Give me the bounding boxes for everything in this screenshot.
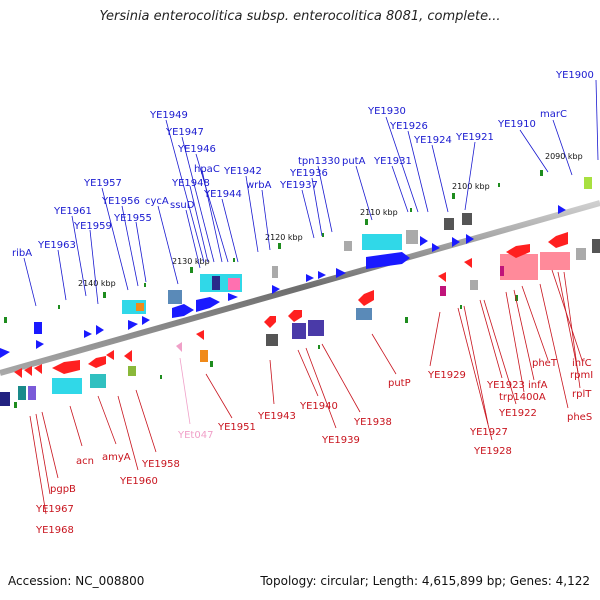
- forward-labels: YE1900 marC YE1910 YE1921 YE1924 YE1926 …: [12, 70, 599, 307]
- gene-label-YE1958[interactable]: YE1958: [141, 459, 180, 470]
- gene-label-YE1947[interactable]: YE1947: [165, 127, 204, 138]
- gene-label-YE1923[interactable]: YE1923: [486, 380, 525, 391]
- gene-label-pheS[interactable]: pheS: [567, 412, 592, 423]
- genome-summary-text: Topology: circular; Length: 4,615,899 bp…: [260, 574, 590, 588]
- gene-label-YEt047[interactable]: YEt047: [177, 430, 213, 441]
- gene-label-YE1926[interactable]: YE1926: [389, 121, 428, 132]
- gene-label-YE1910[interactable]: YE1910: [497, 119, 536, 130]
- gene-label-rplT[interactable]: rplT: [572, 389, 592, 400]
- gene-label-YE1955[interactable]: YE1955: [113, 213, 152, 224]
- tick-label: 2140 kbp: [78, 279, 116, 288]
- gene-label-YE1928[interactable]: YE1928: [473, 446, 512, 457]
- gene-label-YE1940[interactable]: YE1940: [299, 401, 338, 412]
- gene-label-ribA[interactable]: ribA: [12, 248, 32, 259]
- gene-label-YE1900[interactable]: YE1900: [555, 70, 594, 81]
- gene-label-acn[interactable]: acn: [76, 456, 94, 467]
- gene-label-YE1938[interactable]: YE1938: [353, 417, 392, 428]
- gene-label-YE1968[interactable]: YE1968: [35, 525, 74, 536]
- gene-label-YE1960[interactable]: YE1960: [119, 476, 158, 487]
- gene-label-wrbA[interactable]: wrbA: [246, 180, 272, 191]
- gene-label-YE1959[interactable]: YE1959: [73, 221, 112, 232]
- map-title: Yersinia enterocolitica subsp. enterocol…: [99, 9, 501, 24]
- genome-backbone: [0, 200, 600, 376]
- gene-label-YE1937[interactable]: YE1937: [279, 180, 318, 191]
- gene-label-hpaC[interactable]: hpaC: [194, 164, 220, 175]
- gene-label-trp1400A[interactable]: trp1400A: [499, 392, 546, 403]
- gene-label-ssuD[interactable]: ssuD: [170, 200, 195, 211]
- gene-label-tpn1330[interactable]: tpn1330: [298, 156, 340, 167]
- reverse-labels: infC rpmI rplT pheS pheT infA trp1400A Y…: [29, 269, 593, 536]
- gene-label-YE1956[interactable]: YE1956: [101, 196, 140, 207]
- gene-label-YE1924[interactable]: YE1924: [413, 135, 452, 146]
- gene-label-pgpB[interactable]: pgpB: [50, 484, 76, 495]
- gene-label-marC[interactable]: marC: [540, 109, 567, 120]
- gene-label-YE1922[interactable]: YE1922: [498, 408, 537, 419]
- reverse-features: [0, 232, 600, 406]
- tick-label: 2090 kbp: [545, 152, 583, 161]
- gene-label-YE1943[interactable]: YE1943: [257, 411, 296, 422]
- gene-label-YE1936[interactable]: YE1936: [289, 168, 328, 179]
- outer-tick-marks: [4, 170, 543, 323]
- forward-features: [0, 177, 592, 358]
- gene-label-YE1948[interactable]: YE1948: [171, 178, 210, 189]
- gene-label-YE1967[interactable]: YE1967: [35, 504, 74, 515]
- gene-label-infC[interactable]: infC: [572, 358, 592, 369]
- inner-tick-marks: [14, 295, 518, 408]
- gene-label-YE1944[interactable]: YE1944: [203, 189, 242, 200]
- gene-label-YE1957[interactable]: YE1957: [83, 178, 122, 189]
- gene-label-YE1939[interactable]: YE1939: [321, 435, 360, 446]
- gene-label-YE1929[interactable]: YE1929: [427, 370, 466, 381]
- tick-label: 2120 kbp: [265, 233, 303, 242]
- gene-label-YE1949[interactable]: YE1949: [149, 110, 188, 121]
- tick-label: 2100 kbp: [452, 182, 490, 191]
- tick-label: 2110 kbp: [360, 208, 398, 217]
- gene-label-cycA[interactable]: cycA: [145, 196, 169, 207]
- gene-label-YE1946[interactable]: YE1946: [177, 144, 216, 155]
- gene-label-putP[interactable]: putP: [388, 378, 411, 389]
- gene-label-YE1927[interactable]: YE1927: [469, 427, 508, 438]
- gene-label-rpmI[interactable]: rpmI: [570, 370, 593, 381]
- gene-label-amyA[interactable]: amyA: [102, 452, 131, 463]
- gene-label-YE1961[interactable]: YE1961: [53, 206, 92, 217]
- gene-label-YE1931[interactable]: YE1931: [373, 156, 412, 167]
- gene-label-YE1942[interactable]: YE1942: [223, 166, 262, 177]
- gene-label-YE1963[interactable]: YE1963: [37, 240, 76, 251]
- gene-label-pheT[interactable]: pheT: [532, 358, 558, 369]
- gene-label-infA[interactable]: infA: [528, 380, 548, 391]
- tick-label: 2130 kbp: [172, 257, 210, 266]
- gene-label-YE1921[interactable]: YE1921: [455, 132, 494, 143]
- gene-label-YE1930[interactable]: YE1930: [367, 106, 406, 117]
- gene-label-YE1951[interactable]: YE1951: [217, 422, 256, 433]
- accession-text: Accession: NC_008800: [8, 574, 145, 588]
- gene-label-putA[interactable]: putA: [342, 156, 366, 167]
